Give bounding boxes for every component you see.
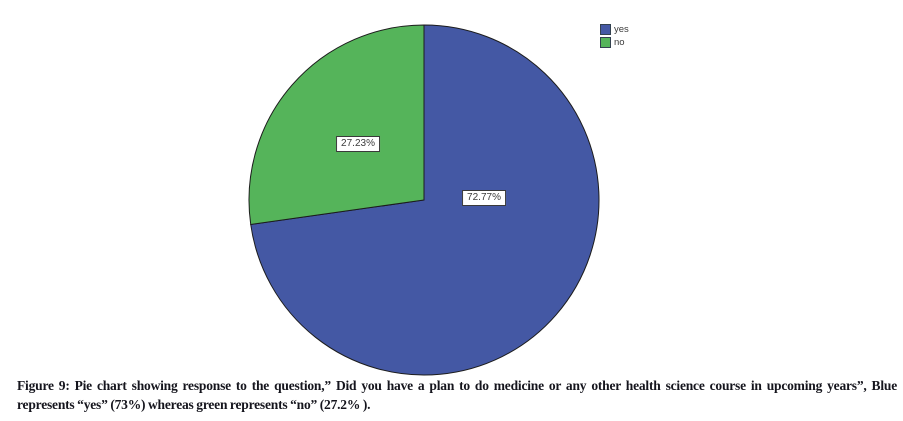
chart-legend: yes no — [600, 24, 629, 50]
slice-label-no: 27.23% — [336, 136, 380, 152]
figure-caption: Figure 9: Pie chart showing response to … — [17, 378, 897, 412]
pie-slice-no — [248, 24, 425, 226]
legend-swatch-no — [600, 37, 611, 48]
legend-swatch-yes — [600, 24, 611, 35]
legend-label-yes: yes — [614, 23, 629, 35]
legend-label-no: no — [614, 36, 625, 48]
legend-item-yes: yes — [600, 24, 629, 35]
pie-slice-yes — [250, 24, 600, 376]
slice-label-yes: 72.77% — [462, 190, 506, 206]
legend-item-no: no — [600, 37, 629, 48]
